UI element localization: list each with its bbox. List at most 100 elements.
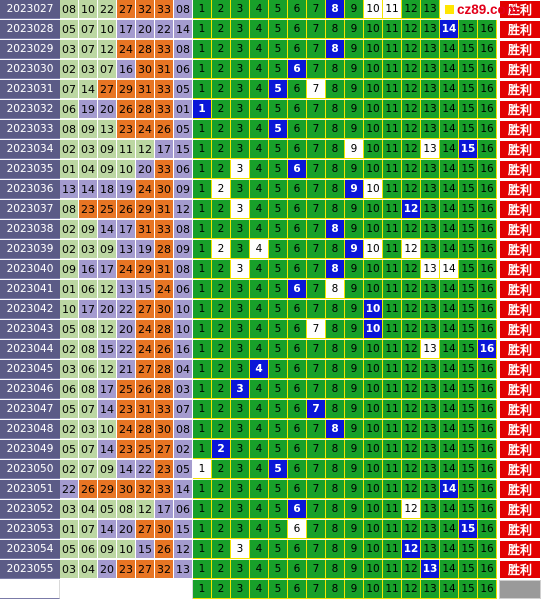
trend-cell: 11	[383, 40, 402, 59]
win-badge[interactable]: 胜利	[499, 300, 541, 319]
table-row: 2023054 05 06 09 10 15 26 12 1 2 3 4 5 6 7 8 9 10 11 12 13 14…	[0, 540, 544, 559]
trend-cell: 15	[459, 540, 478, 559]
win-badge[interactable]: 胜利	[499, 460, 541, 479]
win-badge[interactable]: 胜利	[499, 500, 541, 519]
red-ball-cell: 07	[79, 20, 98, 39]
trend-cell: 14	[440, 500, 459, 519]
trend-cell: 12	[402, 480, 421, 499]
trend-cell: 13	[421, 380, 440, 399]
trend-cell: 13	[421, 420, 440, 439]
trend-cell: 4	[250, 280, 269, 299]
trend-cell: 14	[440, 60, 459, 79]
trend-cell: 13	[421, 340, 440, 359]
trend-cell: 1	[193, 440, 212, 459]
footer-track-cell: 10	[364, 580, 383, 599]
trend-cell: 10	[364, 380, 383, 399]
trend-cell: 3	[231, 60, 250, 79]
win-badge[interactable]: 胜利	[499, 140, 541, 159]
trend-cell: 16	[478, 460, 497, 479]
win-badge[interactable]: 胜利	[499, 80, 541, 99]
trend-cell: 7	[307, 320, 326, 339]
trend-cell: 13	[421, 120, 440, 139]
trend-cell: 5	[269, 180, 288, 199]
win-badge[interactable]: 胜利	[499, 560, 541, 579]
win-badge[interactable]: 胜利	[499, 260, 541, 279]
trend-cell: 11	[383, 420, 402, 439]
table-row: 2023040 09 16 17 24 29 31 08 1 2 3 4 5 6 7 8 9 10 11 12 13 14…	[0, 260, 544, 279]
trend-cell: 9	[345, 480, 364, 499]
trend-cell: 12	[402, 20, 421, 39]
win-badge[interactable]: 胜利	[499, 280, 541, 299]
trend-cell: 14	[440, 340, 459, 359]
trend-cell: 5	[269, 20, 288, 39]
trend-cell: 4	[250, 100, 269, 119]
trend-cell: 12	[402, 40, 421, 59]
win-badge[interactable]: 胜利	[499, 440, 541, 459]
trend-cell: 10	[364, 560, 383, 579]
red-ball-cell: 06	[79, 280, 98, 299]
trend-cell: 6	[288, 400, 307, 419]
trend-cell: 13	[421, 480, 440, 499]
blue-ball-cell: 10	[174, 300, 193, 319]
trend-cell: 4	[250, 160, 269, 179]
win-badge[interactable]: 胜利	[499, 200, 541, 219]
trend-cell: 10	[364, 360, 383, 379]
brand-logo[interactable]: cz89.com	[441, 0, 518, 19]
win-badge[interactable]: 胜利	[499, 380, 541, 399]
trend-cell: 14	[440, 380, 459, 399]
trend-cell: 5	[269, 540, 288, 559]
win-badge[interactable]: 胜利	[499, 340, 541, 359]
win-badge[interactable]: 胜利	[499, 60, 541, 79]
win-badge[interactable]: 胜利	[499, 540, 541, 559]
trend-cell: 7	[307, 380, 326, 399]
trend-cell: 15	[459, 60, 478, 79]
win-badge[interactable]: 胜利	[499, 320, 541, 339]
trend-cell: 14	[440, 120, 459, 139]
trend-cell: 5	[269, 560, 288, 579]
win-badge[interactable]: 胜利	[499, 240, 541, 259]
blue-ball-cell: 01	[174, 100, 193, 119]
red-ball-cell: 05	[60, 440, 79, 459]
trend-cell: 9	[345, 360, 364, 379]
table-row: 2023051 22 26 29 30 32 33 14 1 2 3 4 5 6 7 8 9 10 11 12 13 14…	[0, 480, 544, 499]
win-badge[interactable]: 胜利	[499, 160, 541, 179]
trend-cell: 6	[288, 220, 307, 239]
trend-cell: 5	[269, 40, 288, 59]
red-ball-cell: 22	[117, 340, 136, 359]
table-row: 2023050 02 07 09 14 22 23 05 1 2 3 4 5 6 7 8 9 10 11 12 13 14…	[0, 460, 544, 479]
win-badge[interactable]: 胜利	[499, 400, 541, 419]
trend-cell: 14	[440, 460, 459, 479]
red-ball-cell: 19	[136, 240, 155, 259]
red-ball-cell: 17	[155, 140, 174, 159]
win-badge[interactable]: 胜利	[499, 360, 541, 379]
period-cell: 2023032	[0, 100, 60, 119]
trend-cell: 8	[326, 300, 345, 319]
trend-cell: 7	[307, 560, 326, 579]
win-badge[interactable]: 胜利	[499, 120, 541, 139]
win-badge[interactable]: 胜利	[499, 180, 541, 199]
trend-cell: 8	[326, 520, 345, 539]
win-badge[interactable]: 胜利	[499, 520, 541, 539]
brand-square-icon	[445, 5, 454, 14]
win-badge[interactable]: 胜利	[499, 20, 541, 39]
hit-cell: 16	[478, 340, 497, 359]
red-ball-cell: 12	[136, 500, 155, 519]
trend-cell: 11	[383, 560, 402, 579]
win-badge[interactable]: 胜利	[499, 220, 541, 239]
trend-cell: 2	[212, 480, 231, 499]
win-badge[interactable]: 胜利	[499, 0, 541, 19]
blue-ball-cell: 09	[174, 180, 193, 199]
trend-cell: 10	[364, 480, 383, 499]
trend-cell: 12	[402, 100, 421, 119]
win-badge[interactable]: 胜利	[499, 480, 541, 499]
win-badge[interactable]: 胜利	[499, 100, 541, 119]
trend-cell: 11	[383, 440, 402, 459]
trend-cell: 10	[364, 420, 383, 439]
win-badge[interactable]: 胜利	[499, 40, 541, 59]
win-badge[interactable]: 胜利	[499, 420, 541, 439]
trend-cell: 12	[402, 520, 421, 539]
red-ball-cell: 12	[98, 40, 117, 59]
trend-cell: 1	[193, 300, 212, 319]
trend-cell: 11	[383, 500, 402, 519]
trend-cell: 15	[459, 40, 478, 59]
